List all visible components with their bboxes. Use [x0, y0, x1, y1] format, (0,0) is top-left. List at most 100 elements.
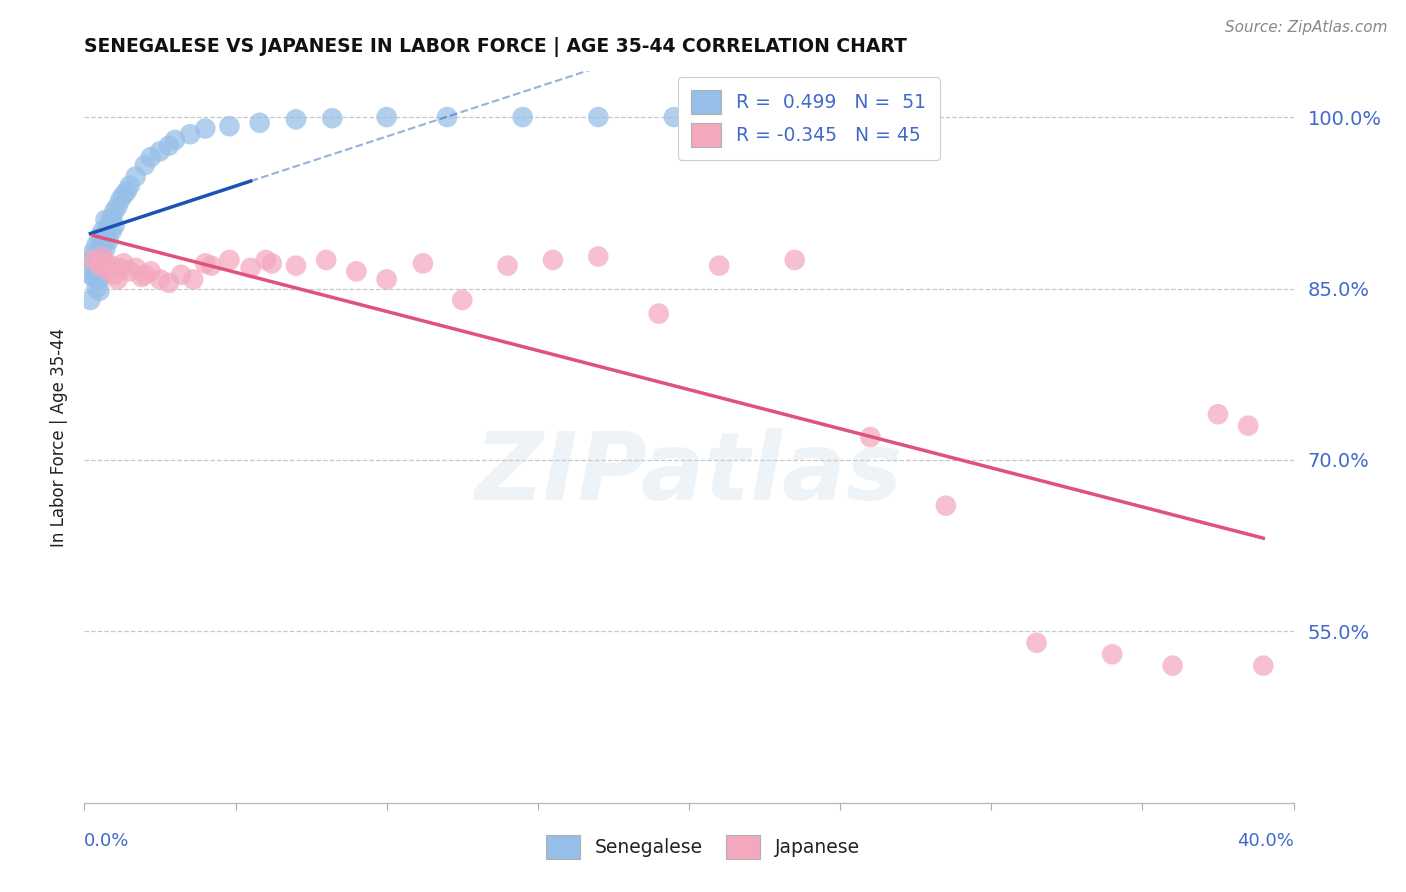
- Point: [1101, 647, 1123, 661]
- Point: [541, 252, 564, 267]
- Point: [139, 150, 162, 164]
- Point: [115, 185, 138, 199]
- Point: [375, 272, 398, 286]
- Point: [125, 169, 148, 184]
- Point: [112, 187, 135, 202]
- Text: Source: ZipAtlas.com: Source: ZipAtlas.com: [1225, 20, 1388, 35]
- Point: [91, 238, 114, 252]
- Point: [82, 244, 104, 259]
- Point: [110, 260, 132, 275]
- Point: [89, 284, 111, 298]
- Point: [321, 112, 343, 126]
- Point: [859, 430, 882, 444]
- Point: [100, 211, 122, 225]
- Point: [89, 256, 111, 270]
- Point: [107, 199, 129, 213]
- Point: [249, 116, 271, 130]
- Point: [165, 133, 187, 147]
- Point: [200, 259, 222, 273]
- Point: [104, 268, 127, 282]
- Point: [1237, 418, 1260, 433]
- Point: [100, 224, 122, 238]
- Point: [91, 224, 114, 238]
- Point: [149, 145, 172, 159]
- Point: [412, 256, 434, 270]
- Point: [1206, 407, 1229, 421]
- Point: [91, 252, 114, 266]
- Point: [86, 252, 108, 267]
- Point: [89, 230, 111, 244]
- Point: [134, 268, 156, 282]
- Point: [648, 307, 671, 321]
- Text: 0.0%: 0.0%: [84, 832, 129, 850]
- Point: [131, 270, 153, 285]
- Y-axis label: In Labor Force | Age 35-44: In Labor Force | Age 35-44: [51, 327, 69, 547]
- Point: [104, 203, 127, 218]
- Point: [179, 127, 201, 141]
- Point: [97, 219, 120, 233]
- Point: [218, 120, 240, 134]
- Point: [89, 272, 111, 286]
- Point: [285, 112, 308, 127]
- Point: [285, 259, 308, 273]
- Point: [149, 272, 172, 286]
- Point: [94, 213, 117, 227]
- Point: [89, 259, 111, 273]
- Point: [346, 264, 368, 278]
- Point: [588, 110, 610, 124]
- Point: [254, 252, 277, 267]
- Point: [94, 256, 117, 270]
- Point: [451, 293, 474, 307]
- Point: [783, 252, 806, 267]
- Point: [89, 270, 111, 285]
- Point: [94, 227, 117, 241]
- Point: [112, 256, 135, 270]
- Point: [89, 259, 111, 273]
- Point: [375, 110, 398, 124]
- Point: [315, 252, 337, 267]
- Text: ZIPatlas: ZIPatlas: [475, 427, 903, 520]
- Point: [139, 264, 162, 278]
- Point: [110, 193, 132, 207]
- Point: [436, 110, 458, 124]
- Point: [97, 264, 120, 278]
- Legend: R =  0.499   N =  51, R = -0.345   N = 45: R = 0.499 N = 51, R = -0.345 N = 45: [678, 77, 939, 160]
- Point: [1161, 658, 1184, 673]
- Point: [104, 219, 127, 233]
- Point: [86, 281, 108, 295]
- Point: [496, 259, 519, 273]
- Text: 40.0%: 40.0%: [1237, 832, 1294, 850]
- Point: [86, 238, 108, 252]
- Point: [82, 252, 104, 267]
- Point: [82, 259, 104, 273]
- Point: [239, 260, 262, 275]
- Point: [89, 244, 111, 258]
- Point: [662, 110, 685, 124]
- Point: [512, 110, 534, 124]
- Point: [107, 272, 129, 286]
- Legend: Senegalese, Japanese: Senegalese, Japanese: [538, 828, 868, 866]
- Point: [260, 256, 283, 270]
- Point: [134, 158, 156, 172]
- Point: [125, 260, 148, 275]
- Point: [157, 138, 180, 153]
- Point: [79, 268, 101, 282]
- Point: [194, 121, 217, 136]
- Point: [588, 250, 610, 264]
- Point: [86, 268, 108, 282]
- Point: [91, 250, 114, 264]
- Point: [170, 268, 193, 282]
- Point: [709, 259, 731, 273]
- Point: [181, 272, 204, 286]
- Point: [1253, 658, 1275, 673]
- Point: [79, 293, 101, 307]
- Point: [100, 259, 122, 273]
- Point: [94, 242, 117, 256]
- Text: SENEGALESE VS JAPANESE IN LABOR FORCE | AGE 35-44 CORRELATION CHART: SENEGALESE VS JAPANESE IN LABOR FORCE | …: [84, 37, 907, 57]
- Point: [82, 270, 104, 285]
- Point: [194, 256, 217, 270]
- Point: [1025, 636, 1047, 650]
- Point: [157, 276, 180, 290]
- Point: [935, 499, 957, 513]
- Point: [118, 264, 141, 278]
